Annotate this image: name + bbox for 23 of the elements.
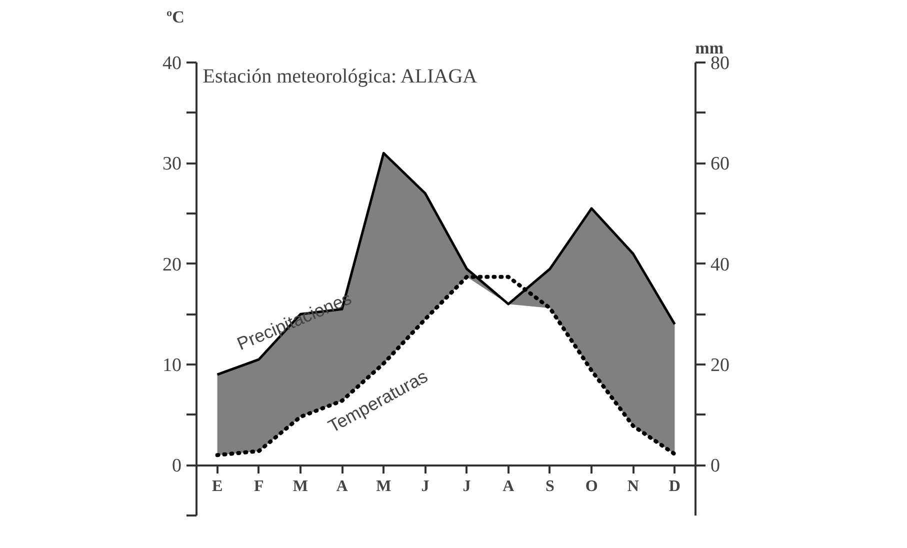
- x-tick-label: O: [585, 478, 598, 496]
- y-tick-label: 40: [162, 53, 182, 74]
- x-tick-label: A: [336, 478, 348, 496]
- x-tick-label: S: [546, 478, 555, 496]
- y2-tick-label: 0: [710, 456, 720, 477]
- chart-title: Estación meteorológica: ALIAGA: [202, 66, 478, 88]
- x-tick-label: F: [254, 478, 264, 496]
- y-tick-label: 20: [162, 254, 182, 276]
- y2-tick-label: 40: [710, 254, 730, 276]
- y2-tick-label: 20: [710, 355, 730, 376]
- y-axis-title: ºC: [166, 8, 184, 26]
- x-tick-label: M: [376, 478, 392, 496]
- y2-tick-label: 60: [710, 154, 730, 175]
- x-tick-label: N: [627, 478, 640, 496]
- x-tick-label: E: [212, 478, 223, 496]
- x-tick-label: J: [462, 478, 471, 496]
- y-tick-label: 10: [162, 355, 182, 376]
- x-tick-label: A: [502, 478, 515, 496]
- x-tick-label: J: [421, 478, 430, 496]
- x-tick-label: D: [668, 478, 680, 496]
- x-tick-label: M: [292, 478, 308, 496]
- y-tick-label: 0: [172, 456, 182, 477]
- y-tick-label: 30: [162, 154, 182, 175]
